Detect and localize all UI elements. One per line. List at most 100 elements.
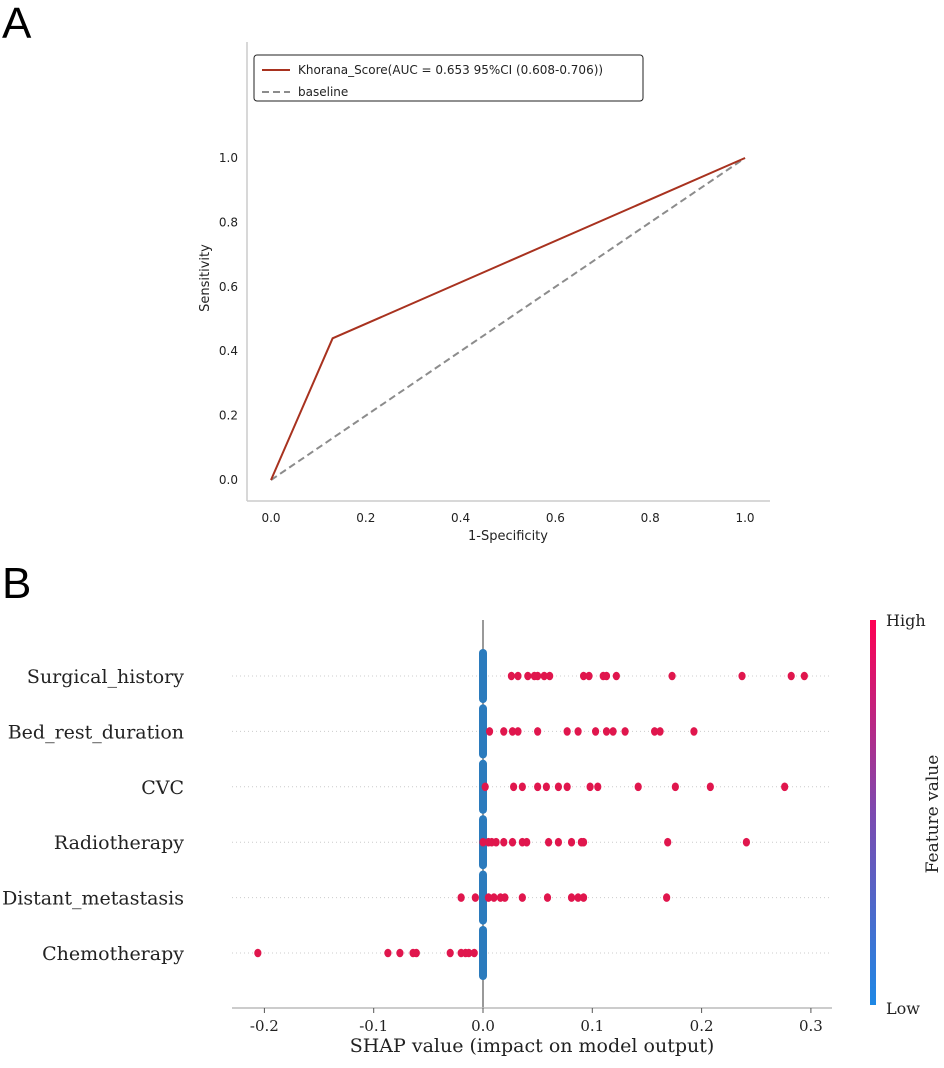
shap-point	[479, 837, 487, 847]
x-tick-label: 1.0	[735, 511, 754, 525]
series-line-khorana_score	[270, 157, 746, 481]
y-tick-label: 0.2	[219, 409, 238, 423]
legend: Khorana_Score(AUC = 0.653 95%CI (0.608-0…	[253, 54, 644, 102]
panel-label-b: B	[2, 559, 31, 608]
shap-point	[742, 837, 751, 847]
shap-point	[500, 837, 508, 847]
shap-point	[554, 782, 563, 792]
feature-label: Surgical_history	[27, 666, 184, 688]
feature-label: Radiotherapy	[54, 832, 184, 854]
shap-point	[510, 782, 518, 792]
x-axis-label: 1-Specificity	[468, 529, 548, 544]
shap-point	[514, 671, 522, 681]
x-tick-label: 0.2	[356, 511, 375, 525]
shap-point	[612, 671, 620, 681]
shap-point	[602, 727, 611, 736]
shap-point	[579, 671, 588, 681]
shap-point	[554, 837, 563, 847]
shap-point	[534, 727, 542, 736]
shap-point	[543, 893, 552, 902]
shap-point	[594, 782, 602, 792]
shap-point	[706, 782, 714, 792]
shap-point	[542, 782, 550, 792]
colorbar-label: Feature value	[923, 755, 943, 874]
shap-point	[384, 948, 392, 958]
x-tick-label: 0.0	[261, 511, 280, 525]
x-tick-label: 0.2	[690, 1017, 714, 1035]
shap-point	[609, 727, 617, 736]
y-tick-label: 0.6	[219, 280, 238, 294]
x-tick-label: -0.2	[250, 1017, 279, 1035]
y-tick-label: 0.0	[219, 473, 238, 487]
shap-point	[254, 948, 262, 958]
colorbar-high-label: High	[886, 611, 926, 630]
shap-point	[800, 671, 808, 681]
y-tick-label: 0.8	[219, 215, 238, 229]
shap-point	[563, 782, 571, 792]
panel-label-a: A	[2, 0, 32, 48]
shap-point	[664, 837, 672, 847]
shap-point	[567, 893, 576, 902]
shap-summary-chart: Surgical_history Bed_rest_duration CVC Radi…	[2, 611, 943, 1057]
shap-point	[485, 727, 494, 736]
shap-point	[634, 782, 642, 792]
feature-label: Distant_metastasis	[2, 888, 184, 910]
x-tick-label: 0.0	[471, 1017, 495, 1035]
shap-point	[507, 671, 516, 681]
shap-point	[602, 671, 611, 681]
shap-point	[585, 671, 593, 681]
legend-label-khorana: Khorana_Score(AUC = 0.653 95%CI (0.608-0…	[298, 63, 603, 77]
shap-point	[690, 727, 698, 736]
shap-point	[492, 837, 500, 847]
series-line-baseline	[270, 157, 746, 481]
shap-point	[446, 948, 454, 958]
shap-point	[518, 782, 526, 792]
low-value-cluster	[479, 649, 487, 703]
shap-point	[396, 948, 404, 958]
shap-point	[524, 671, 532, 681]
roc-chart: 0.0 0.2 0.4 0.6 0.8 1.0 0.0 0.2 0.4 0.6 0.8 1.0 1-S…	[198, 42, 770, 544]
shap-point	[651, 727, 659, 736]
shap-point	[591, 727, 600, 736]
shap-point	[501, 893, 509, 902]
shap-point	[567, 837, 576, 847]
x-tick-label: 0.4	[451, 511, 470, 525]
shap-point	[490, 893, 498, 902]
x-tick-label: 0.8	[641, 511, 660, 525]
low-value-cluster	[479, 926, 487, 980]
shap-point	[540, 671, 548, 681]
shap-point	[574, 727, 582, 736]
shap-point	[500, 727, 508, 736]
shap-point	[579, 837, 588, 847]
shap-point	[481, 782, 489, 792]
y-axis-label: Sensitivity	[198, 244, 213, 312]
shap-point	[656, 727, 664, 736]
x-tick-label: -0.1	[359, 1017, 388, 1035]
low-value-cluster	[479, 870, 487, 925]
x-tick-label: 0.3	[799, 1017, 823, 1035]
x-tick-label: 0.1	[580, 1017, 604, 1035]
shap-point	[412, 948, 420, 958]
colorbar-low-label: Low	[886, 999, 920, 1018]
shap-point	[508, 837, 517, 847]
shap-point	[470, 948, 478, 958]
shap-point	[484, 893, 493, 902]
shap-point	[579, 893, 588, 902]
shap-point	[514, 727, 522, 736]
feature-label: Chemotherapy	[42, 943, 184, 965]
shap-point	[508, 727, 517, 736]
legend-label-baseline: baseline	[298, 85, 348, 99]
shap-point	[534, 671, 542, 681]
shap-point	[534, 782, 542, 792]
shap-point	[518, 893, 526, 902]
shap-point	[457, 893, 465, 902]
x-axis-label: SHAP value (impact on model output)	[350, 1035, 715, 1057]
colorbar	[870, 620, 876, 1005]
feature-label: Bed_rest_duration	[8, 721, 184, 743]
shap-point	[787, 671, 795, 681]
shap-point	[663, 893, 671, 902]
shap-point	[668, 671, 676, 681]
y-tick-label: 1.0	[219, 151, 238, 165]
shap-point	[586, 782, 594, 792]
shap-point	[563, 727, 571, 736]
